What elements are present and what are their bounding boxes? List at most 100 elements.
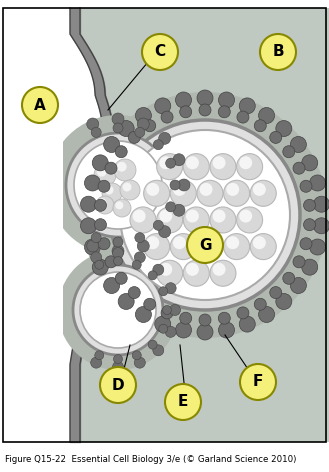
Circle shape: [170, 180, 180, 190]
Circle shape: [148, 340, 157, 349]
Circle shape: [259, 108, 275, 124]
Circle shape: [183, 260, 209, 286]
Circle shape: [314, 218, 329, 234]
Circle shape: [199, 104, 211, 116]
Circle shape: [132, 351, 141, 360]
Circle shape: [218, 312, 230, 324]
Circle shape: [173, 236, 186, 249]
Circle shape: [237, 154, 263, 180]
Circle shape: [135, 127, 145, 137]
Circle shape: [81, 218, 96, 234]
Circle shape: [186, 263, 199, 276]
Circle shape: [173, 204, 185, 216]
Circle shape: [137, 240, 149, 252]
Circle shape: [115, 146, 127, 158]
Circle shape: [237, 207, 263, 233]
Circle shape: [240, 364, 276, 400]
Circle shape: [159, 156, 172, 169]
Circle shape: [102, 183, 122, 203]
Circle shape: [253, 236, 266, 249]
Circle shape: [213, 210, 226, 223]
Circle shape: [74, 141, 162, 229]
Circle shape: [105, 162, 117, 174]
Circle shape: [112, 245, 124, 257]
Circle shape: [142, 34, 178, 70]
Circle shape: [178, 179, 190, 191]
Circle shape: [199, 314, 211, 326]
Circle shape: [95, 351, 104, 360]
Bar: [0, 8, 80, 442]
Circle shape: [157, 207, 183, 233]
Circle shape: [120, 130, 290, 300]
Circle shape: [98, 238, 110, 250]
Text: D: D: [112, 378, 124, 393]
Circle shape: [213, 156, 226, 169]
Circle shape: [58, 250, 178, 370]
Circle shape: [134, 357, 145, 368]
Circle shape: [113, 199, 131, 217]
Circle shape: [96, 196, 114, 214]
Circle shape: [133, 210, 146, 223]
Circle shape: [85, 175, 100, 191]
Circle shape: [159, 132, 171, 144]
Circle shape: [239, 98, 255, 114]
Circle shape: [293, 256, 305, 268]
Circle shape: [112, 113, 124, 125]
Circle shape: [155, 98, 171, 114]
Circle shape: [213, 263, 226, 276]
Circle shape: [239, 210, 252, 223]
Circle shape: [91, 233, 101, 243]
Circle shape: [173, 154, 185, 166]
Circle shape: [135, 233, 145, 243]
Circle shape: [180, 312, 192, 324]
Circle shape: [113, 247, 123, 259]
Circle shape: [276, 120, 292, 136]
Text: G: G: [199, 237, 211, 253]
Circle shape: [250, 180, 276, 206]
Circle shape: [105, 185, 114, 194]
Circle shape: [98, 198, 106, 206]
Circle shape: [165, 283, 176, 294]
Circle shape: [173, 183, 186, 196]
Circle shape: [114, 354, 122, 363]
Circle shape: [291, 136, 306, 152]
Circle shape: [155, 316, 171, 332]
Circle shape: [91, 127, 101, 137]
Circle shape: [132, 260, 141, 269]
Circle shape: [104, 136, 120, 152]
Circle shape: [210, 154, 236, 180]
Circle shape: [95, 260, 104, 269]
Circle shape: [210, 260, 236, 286]
Circle shape: [113, 237, 123, 247]
Circle shape: [302, 259, 318, 275]
Circle shape: [165, 384, 201, 420]
Circle shape: [254, 298, 266, 310]
Circle shape: [276, 294, 292, 310]
Circle shape: [80, 272, 156, 348]
Circle shape: [170, 234, 196, 260]
Circle shape: [186, 156, 199, 169]
Circle shape: [260, 34, 296, 70]
Circle shape: [110, 120, 300, 310]
Circle shape: [197, 90, 213, 106]
Circle shape: [186, 210, 199, 223]
Circle shape: [304, 199, 316, 211]
Circle shape: [197, 180, 223, 206]
Circle shape: [197, 324, 213, 340]
Circle shape: [293, 162, 305, 174]
Circle shape: [73, 265, 163, 355]
Circle shape: [122, 183, 132, 192]
Circle shape: [166, 158, 176, 168]
Circle shape: [161, 111, 173, 123]
Circle shape: [183, 154, 209, 180]
Circle shape: [224, 180, 250, 206]
Circle shape: [153, 345, 164, 356]
Circle shape: [175, 92, 191, 108]
Circle shape: [105, 256, 117, 268]
Circle shape: [157, 260, 183, 286]
Circle shape: [159, 324, 168, 333]
Text: C: C: [154, 44, 165, 59]
Circle shape: [137, 118, 149, 130]
Circle shape: [197, 234, 223, 260]
Circle shape: [157, 154, 183, 180]
